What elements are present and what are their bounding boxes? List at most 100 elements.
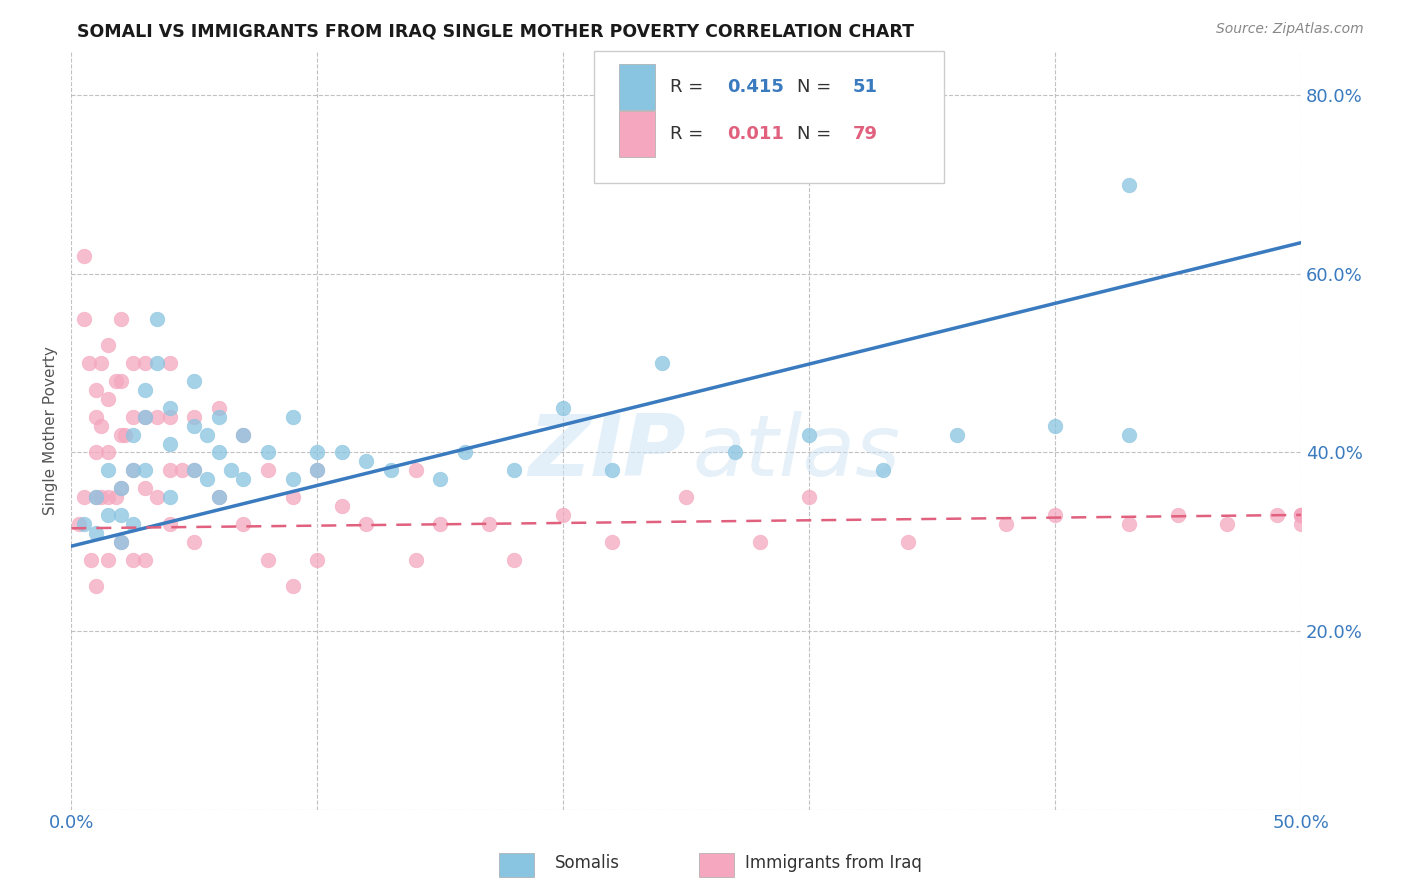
Point [121,427,143,442]
Point [104,490,127,504]
FancyBboxPatch shape [593,51,945,184]
Point [134,409,156,424]
Point [146,356,169,370]
Text: Immigrants from Iraq: Immigrants from Iraq [745,855,922,872]
Point [84,579,107,593]
Point [183,418,205,433]
Point [208,490,231,504]
Point [994,516,1017,531]
Text: ZIP: ZIP [529,411,686,494]
Text: Somalis: Somalis [555,855,620,872]
Point [90,356,112,370]
Point [134,383,156,397]
Point [195,472,218,486]
Point [330,445,353,459]
Point [97,445,120,459]
Point [356,454,378,468]
Point [121,356,143,370]
Point [114,427,136,442]
Text: 0.415: 0.415 [727,78,783,96]
Point [72,311,94,326]
Point [183,409,205,424]
Point [72,516,94,531]
Point [602,463,624,477]
Text: 51: 51 [852,78,877,96]
Text: atlas: atlas [692,411,900,494]
Point [257,552,280,566]
Point [1118,516,1140,531]
Point [257,445,280,459]
Point [110,311,132,326]
Point [356,516,378,531]
Point [1289,508,1312,522]
Text: N =: N = [797,78,837,96]
Point [651,356,673,370]
Y-axis label: Single Mother Poverty: Single Mother Poverty [44,346,58,515]
Point [454,445,477,459]
Point [159,516,181,531]
Point [72,490,94,504]
Point [146,409,169,424]
Point [134,356,156,370]
Point [183,534,205,549]
Point [1289,508,1312,522]
Point [121,463,143,477]
Point [405,552,427,566]
Point [183,374,205,388]
Point [134,552,156,566]
Point [799,490,821,504]
Point [84,445,107,459]
Point [799,427,821,442]
Point [1118,427,1140,442]
Point [134,463,156,477]
Point [946,427,969,442]
Point [897,534,920,549]
Point [84,383,107,397]
Point [72,249,94,263]
Point [77,356,100,370]
Point [146,311,169,326]
Text: Source: ZipAtlas.com: Source: ZipAtlas.com [1216,22,1364,37]
Point [724,445,747,459]
Point [553,508,575,522]
Point [232,427,254,442]
Point [84,525,107,540]
Point [90,418,112,433]
Point [1043,418,1066,433]
FancyBboxPatch shape [619,64,655,110]
Point [84,490,107,504]
Point [872,463,894,477]
Point [110,481,132,495]
Point [121,409,143,424]
Point [159,463,181,477]
Point [110,508,132,522]
Point [307,463,329,477]
Point [110,481,132,495]
Text: 79: 79 [852,125,877,143]
Point [1167,508,1189,522]
Point [208,409,231,424]
Point [429,472,451,486]
Point [1118,178,1140,192]
Point [1043,508,1066,522]
Point [97,338,120,352]
Point [208,401,231,415]
Point [159,490,181,504]
Point [84,490,107,504]
Point [219,463,242,477]
Point [257,463,280,477]
Point [121,463,143,477]
Point [97,392,120,406]
Point [97,552,120,566]
Point [602,534,624,549]
Point [134,481,156,495]
Point [1265,508,1288,522]
Point [1216,516,1239,531]
Point [503,552,526,566]
Point [97,490,120,504]
Point [104,374,127,388]
Point [183,463,205,477]
Point [110,427,132,442]
Text: R =: R = [671,78,709,96]
Point [159,436,181,450]
